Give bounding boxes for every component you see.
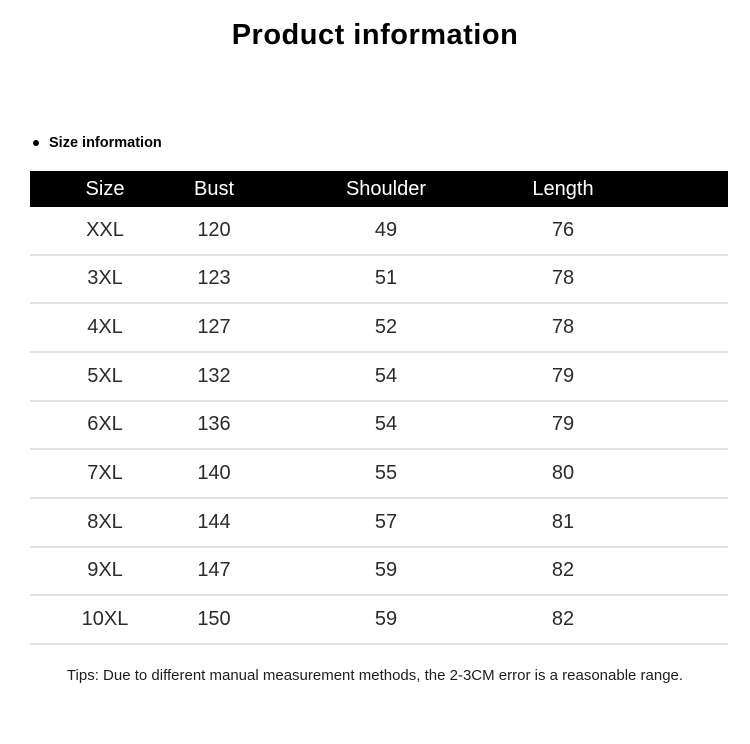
table-cell: 57: [374, 510, 398, 533]
table-cell: 120: [197, 218, 231, 241]
bullet-icon: [33, 140, 39, 146]
table-cell: 82: [551, 608, 575, 631]
table-cell: 144: [197, 510, 231, 533]
table-cell: 6XL: [87, 413, 123, 436]
table-cell: 76: [551, 218, 575, 241]
tips-text: Tips: Due to different manual measuremen…: [66, 667, 684, 684]
table-cell: 51: [374, 267, 398, 290]
table-cell: 78: [551, 316, 575, 339]
table-row: 7XL 140 55 80: [30, 450, 728, 499]
size-information-section-label: Size information: [33, 135, 162, 151]
header-cell: Shoulder: [345, 177, 427, 200]
table-cell: 5XL: [87, 364, 123, 387]
table-row: 5XL 132 54 79: [30, 352, 728, 402]
table-row: 3XL 123 51 78: [30, 255, 728, 305]
table-cell: XXL: [86, 218, 124, 241]
table-row: 4XL 127 52 78: [30, 304, 728, 353]
section-label-text: Size information: [49, 135, 162, 151]
table-row: 10XL 150 59 82: [30, 596, 728, 645]
header-cell: Length: [532, 177, 594, 200]
table-cell: 79: [551, 413, 575, 436]
table-header-row: Size Bust Shoulder Length: [30, 171, 728, 207]
table-cell: 54: [374, 364, 398, 387]
table-cell: 10XL: [81, 608, 129, 631]
table-cell: 9XL: [87, 559, 123, 582]
table-cell: 79: [551, 364, 575, 387]
table-cell: 132: [197, 364, 231, 387]
table-cell: 136: [197, 413, 231, 436]
table-cell: 140: [197, 462, 231, 485]
table-cell: 78: [551, 267, 575, 290]
size-table: Size Bust Shoulder Length XXL 120 49 76 3XL 123 5…: [30, 171, 728, 645]
table-cell: 80: [551, 462, 575, 485]
table-cell: 52: [374, 316, 398, 339]
table-cell: 54: [374, 413, 398, 436]
table-cell: 59: [374, 608, 398, 631]
table-cell: 4XL: [87, 316, 123, 339]
table-cell: 3XL: [87, 267, 123, 290]
table-row: XXL 120 49 76: [30, 207, 728, 256]
table-cell: 123: [197, 267, 231, 290]
table-cell: 147: [197, 559, 231, 582]
table-cell: 49: [374, 218, 398, 241]
table-cell: 81: [551, 510, 575, 533]
table-cell: 8XL: [87, 510, 123, 533]
table-row: 6XL 136 54 79: [30, 401, 728, 451]
table-cell: 127: [197, 316, 231, 339]
table-row: 8XL 144 57 81: [30, 498, 728, 548]
table-row: 9XL 147 59 82: [30, 547, 728, 597]
table-cell: 7XL: [87, 462, 123, 485]
table-cell: 55: [374, 462, 398, 485]
table-body: XXL 120 49 76 3XL 123 51 78 4XL 127 52 78 5XL 132 54 79…: [30, 207, 728, 645]
table-cell: 150: [197, 608, 231, 631]
table-cell: 59: [374, 559, 398, 582]
header-cell: Bust: [193, 177, 235, 200]
table-cell: 82: [551, 559, 575, 582]
header-cell: Size: [85, 177, 125, 200]
page-title: Product information: [231, 19, 519, 51]
